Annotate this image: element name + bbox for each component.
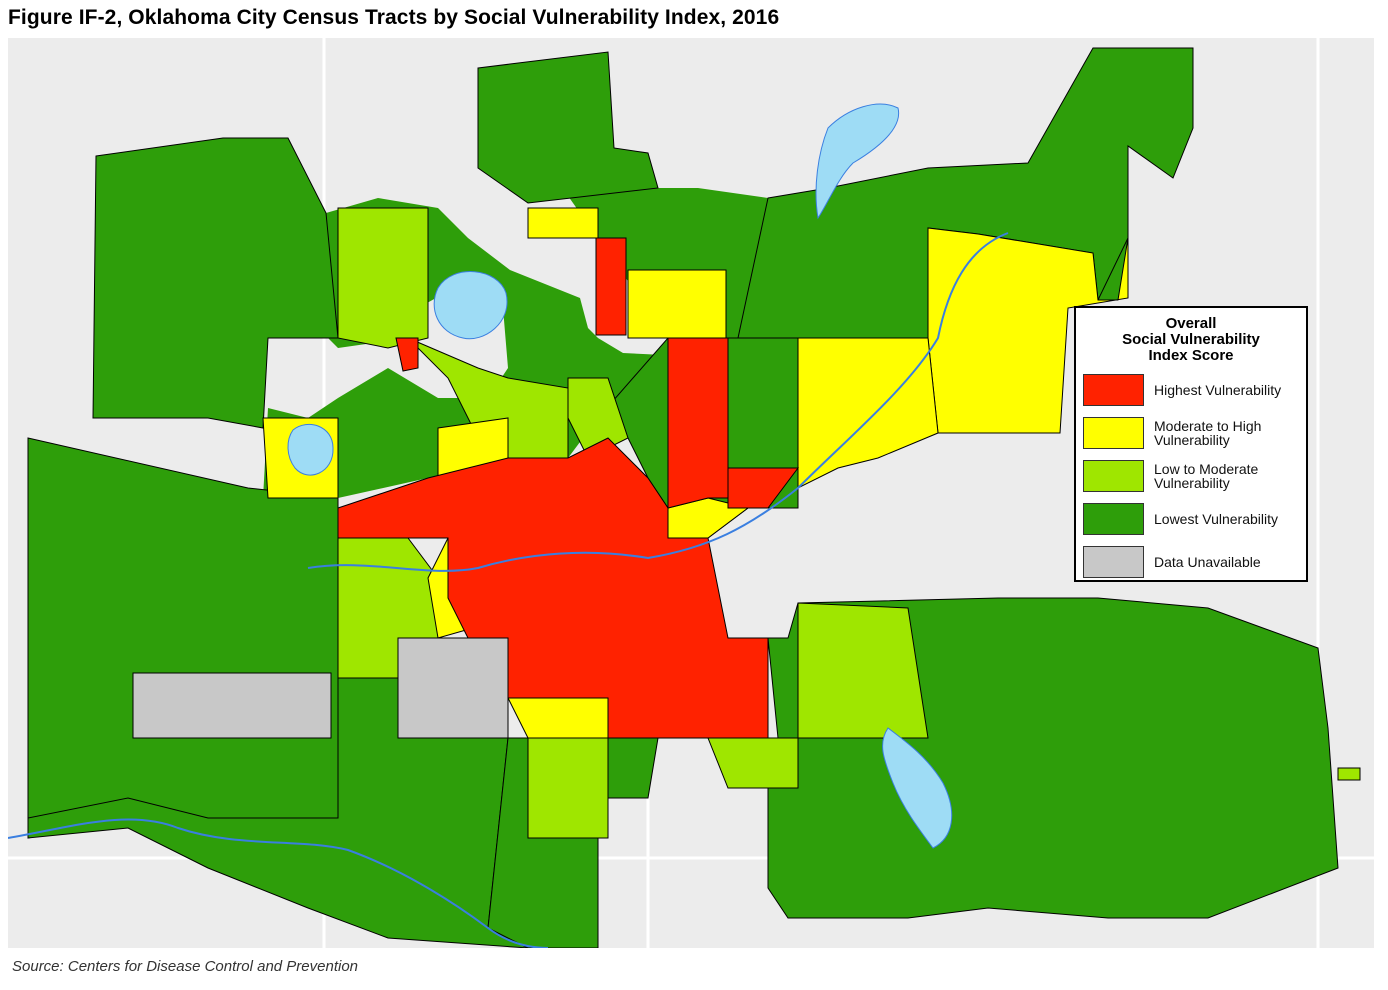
legend-item-lowest: Lowest Vulnerability [1083, 503, 1294, 535]
tract-north-center [477, 51, 659, 204]
canadian-river [8, 818, 549, 948]
legend-label-unavailable: Data Unavailable [1154, 554, 1261, 570]
tract-h-nw [395, 337, 419, 372]
figure-title: Figure IF-2, Oklahoma City Census Tracts… [8, 6, 780, 29]
legend-label-low-moderate: Low to Moderate Vulnerability [1154, 461, 1259, 491]
tracts-unavailable [132, 637, 509, 739]
rivers [8, 232, 1009, 948]
legend-item-unavailable: Data Unavailable [1083, 546, 1294, 578]
legend-item-highest: Highest Vulnerability [1083, 374, 1294, 406]
legend-title-line-3: Index Score [1148, 347, 1234, 364]
tract-h-e [727, 467, 799, 509]
tract-h-ne [667, 337, 729, 509]
legend-title: Overall Social Vulnerability Index Score [1076, 316, 1306, 364]
legend-swatch-low-moderate [1083, 460, 1144, 492]
legend-label-lowest: Lowest Vulnerability [1154, 511, 1278, 527]
tract-lm-7 [1337, 767, 1361, 781]
tract-lm-5 [707, 737, 799, 789]
legend-swatch-unavailable [1083, 546, 1144, 578]
lake-arcadia [815, 103, 900, 220]
tract-mh-3 [627, 269, 727, 339]
north-canadian-river [307, 232, 1009, 572]
legend-title-line-1: Overall [1165, 315, 1217, 332]
tract-na-1 [397, 637, 509, 739]
tracts-highest [337, 237, 799, 739]
tract-mh-2 [797, 337, 939, 489]
choropleth-map[interactable] [8, 38, 1374, 948]
legend-swatch-moderate-high [1083, 417, 1144, 449]
tract-lm-4 [797, 602, 929, 739]
legend-label-highest: Highest Vulnerability [1154, 382, 1282, 398]
tract-mh-8 [527, 207, 599, 239]
legend-label-moderate-high: Moderate to High Vulnerability [1154, 418, 1262, 448]
source-note: Source: Centers for Disease Control and … [12, 958, 359, 975]
tract-lm-1 [337, 207, 429, 349]
water-bodies [287, 103, 953, 849]
lake-hefner [433, 271, 508, 340]
legend-title-line-2: Social Vulnerability [1122, 331, 1260, 348]
tract-h-core [337, 437, 769, 739]
legend-item-moderate-high: Moderate to High Vulnerability [1083, 417, 1294, 449]
tract-lm-6 [527, 737, 609, 839]
legend-swatch-highest [1083, 374, 1144, 406]
lake-thunderbird [882, 727, 953, 849]
legend-swatch-lowest [1083, 503, 1144, 535]
tracts-low-moderate [337, 207, 1361, 839]
lake-overholser [287, 423, 334, 476]
tract-h-n [595, 237, 627, 336]
tract-northwest [92, 137, 339, 429]
map-legend: Overall Social Vulnerability Index Score… [1074, 306, 1308, 582]
legend-item-low-moderate: Low to Moderate Vulnerability [1083, 460, 1294, 492]
tract-na-2 [132, 672, 332, 739]
